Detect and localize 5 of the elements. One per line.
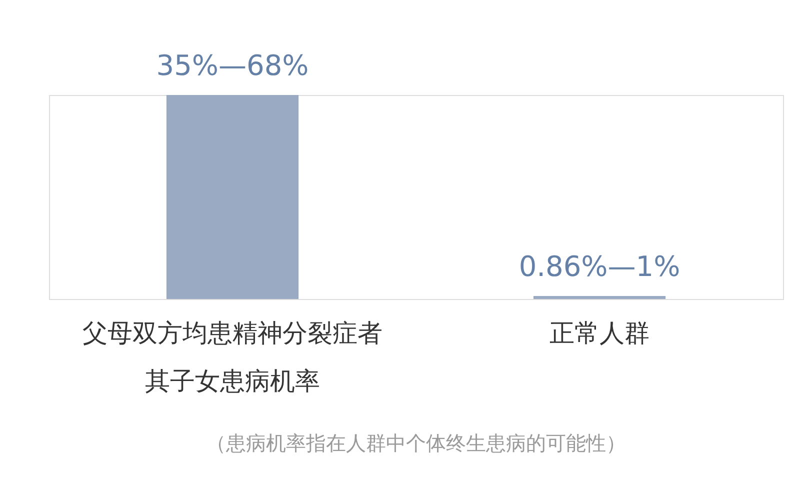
x-tick-label: 正常人群 [550,318,650,348]
data-label: 0.86%—1% [518,250,680,283]
data-label: 35%—68% [156,49,309,82]
text: （患病机率指在人群中个体终生患病的可能性） [206,431,626,455]
x-tick-label: 父母双方均患精神分裂症者其子女患病机率 [82,318,382,396]
